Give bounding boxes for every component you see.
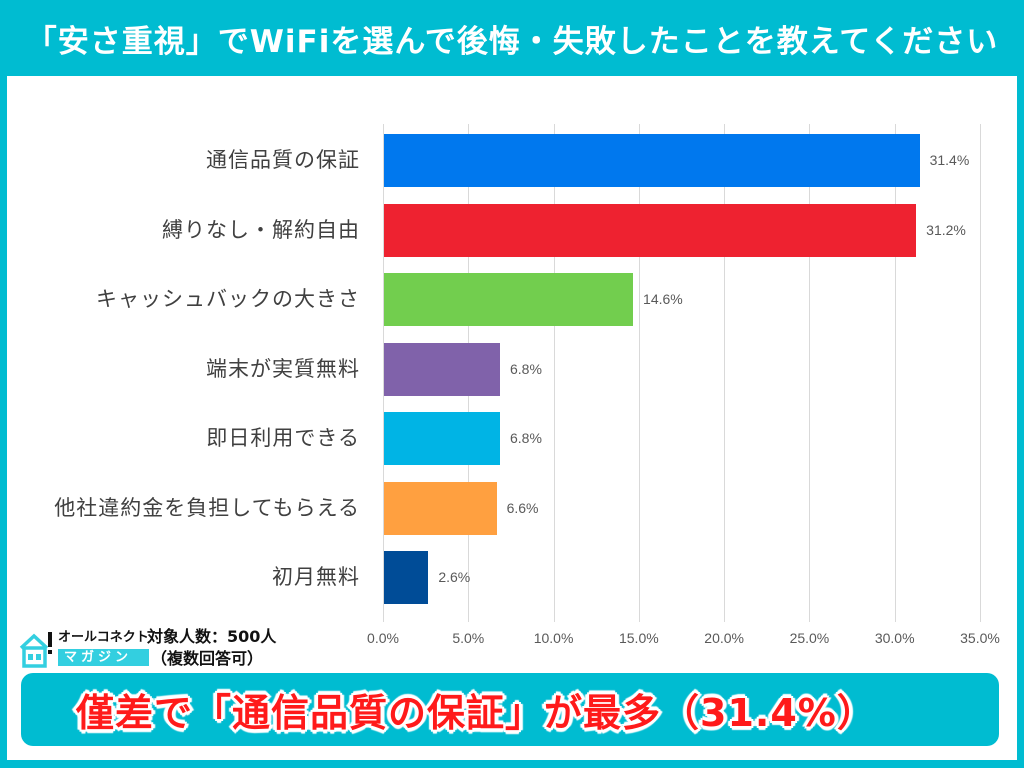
brand-logo: オールコネクト マガジン — [18, 630, 149, 670]
category-label: 端末が実質無料 — [206, 356, 360, 381]
x-axis-tick-label: 35.0% — [960, 630, 1000, 646]
gridline — [724, 124, 726, 622]
chart-panel — [7, 76, 1017, 760]
x-axis-tick-label: 5.0% — [452, 630, 485, 646]
gridline — [553, 124, 555, 622]
bar — [384, 273, 634, 326]
category-label: 通信品質の保証 — [206, 148, 360, 172]
x-axis-tick-label: 15.0% — [618, 630, 659, 646]
value-label: 14.6% — [643, 291, 683, 307]
gridline — [383, 124, 384, 622]
value-label: 31.2% — [926, 221, 966, 238]
value-label: 6.6% — [506, 499, 539, 516]
x-axis-tick-label: 20.0% — [704, 630, 744, 646]
category-label: 他社違約金を負担してもらえる — [54, 495, 360, 520]
gridline — [809, 124, 811, 622]
house-logo-icon — [19, 632, 52, 668]
value-label: 2.6% — [438, 569, 471, 585]
sample-size: 対象人数：500人 — [147, 627, 277, 646]
bar — [384, 342, 500, 396]
value-label: 6.8% — [509, 360, 542, 377]
bar — [384, 134, 920, 187]
x-axis-tick-label: 10.0% — [533, 630, 574, 646]
summary-banner: 僅差で「通信品質の保証」が最多（31.4%） — [21, 673, 999, 746]
category-label: 初月無料 — [272, 565, 360, 589]
value-label: 6.8% — [509, 430, 542, 446]
category-label: キャッシュバックの大きさ — [96, 287, 360, 311]
gridline — [638, 124, 640, 622]
bar — [384, 551, 429, 604]
summary-text: 僅差で「通信品質の保証」が最多（31.4%） — [76, 691, 876, 735]
multiple-answer-note: （複数回答可） — [151, 649, 264, 668]
page-title: 「安さ重視」でWiFiを選んで後悔・失敗したことを教えてください — [25, 23, 999, 60]
gridline — [894, 124, 896, 622]
sample-info: 対象人数：500人 （複数回答可） — [147, 626, 276, 670]
logo-title: オールコネクト — [58, 630, 149, 645]
category-label: 縛りなし・解約自由 — [162, 217, 360, 242]
logo-subtitle: マガジン — [58, 649, 149, 666]
bar — [384, 412, 500, 465]
bar — [384, 481, 497, 535]
x-axis-tick-label: 0.0% — [367, 630, 399, 646]
x-axis-tick-label: 25.0% — [789, 630, 830, 646]
bar — [384, 203, 917, 257]
value-label: 31.4% — [929, 152, 970, 168]
gridline — [980, 124, 981, 622]
category-label: 即日利用できる — [206, 426, 360, 450]
x-axis-tick-label: 30.0% — [874, 630, 915, 646]
